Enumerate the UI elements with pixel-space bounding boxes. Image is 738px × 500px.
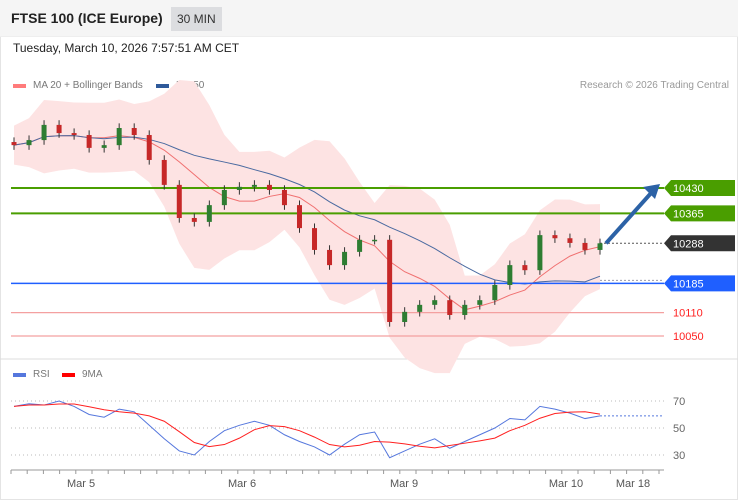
candle-body [11,142,17,146]
x-tick-label: Mar 18 [616,478,650,490]
candle-body [402,311,408,322]
legend-rsi-ma: 9MA [62,369,103,380]
x-tick-label: Mar 10 [549,478,583,490]
candle-body [462,304,468,315]
candle-body [537,235,543,271]
candle-body [582,242,588,250]
candle-body [101,145,107,148]
candle-body [56,124,62,134]
candle-body [372,239,378,242]
candle-body [191,217,197,222]
candle-body [86,135,92,148]
level-tag [664,275,735,292]
target-arrowhead [643,184,660,199]
candle-body [342,251,348,266]
ma20-line [13,135,601,311]
candle-body [296,205,302,229]
candle-body [236,186,242,190]
level-tag [664,205,735,222]
candle-body [522,265,528,271]
level-tag [664,180,735,196]
bollinger-band [14,80,600,374]
legend-rsi: RSI [13,369,50,380]
candle-body [41,124,47,141]
candle-body [206,205,212,222]
rsi-swatch [13,372,26,377]
level-tag [664,235,735,252]
candle-body [552,235,558,239]
candle-body [327,249,333,266]
x-tick-label: Mar 5 [67,478,95,490]
ma50-swatch [156,83,169,88]
candle-body [417,304,423,312]
candle-body [597,243,603,250]
candle-body [357,239,363,252]
level-label: 10185 [673,278,704,290]
level-label: 10288 [673,238,704,250]
candle-body [387,239,393,322]
x-tick-label: Mar 6 [228,478,256,490]
legend-rsi-label: RSI [33,369,50,380]
level-label: 10430 [673,183,704,195]
candle-body [507,265,513,285]
candle-body [221,189,227,206]
rsi-ma-swatch [62,372,75,377]
x-tick-label: Mar 9 [390,478,418,490]
candle-body [26,140,32,146]
candle-body [116,128,122,146]
candle-body [161,159,167,185]
rsi-tick-label: 30 [673,450,685,462]
timeframe-button[interactable]: 30 MIN [171,7,222,31]
legend-ma20: MA 20 + Bollinger Bands [13,80,143,91]
level-label: 10050 [673,331,704,343]
candle-body [567,238,573,243]
candle-body [131,128,137,136]
target-arrow [604,190,654,245]
candle-body [251,184,257,187]
legend-rsi-ma-label: 9MA [82,369,103,380]
rsi-tick-label: 50 [673,423,685,435]
candle-body [281,189,287,206]
rsi-ma-line [13,403,601,449]
candle-body [71,133,77,136]
legend-ma20-label: MA 20 + Bollinger Bands [33,80,143,91]
candle-body [266,184,272,190]
candle-body [447,300,453,315]
candle-body [492,284,498,301]
ma20-swatch [13,83,26,88]
rsi-tick-label: 70 [673,396,685,408]
credit: Research © 2026 Trading Central [579,80,729,91]
level-label: 10365 [673,208,704,220]
rsi-line [13,400,601,459]
candle-body [146,135,152,160]
level-label: 10110 [673,308,703,320]
candle-body [312,228,318,250]
header: FTSE 100 (ICE Europe) 30 MIN [0,0,738,37]
candle-body [176,184,182,218]
timestamp: Tuesday, March 10, 2026 7:57:51 AM CET [13,41,240,55]
candle-body [477,300,483,305]
candle-body [432,300,438,305]
chart-title: FTSE 100 (ICE Europe) [11,10,163,26]
